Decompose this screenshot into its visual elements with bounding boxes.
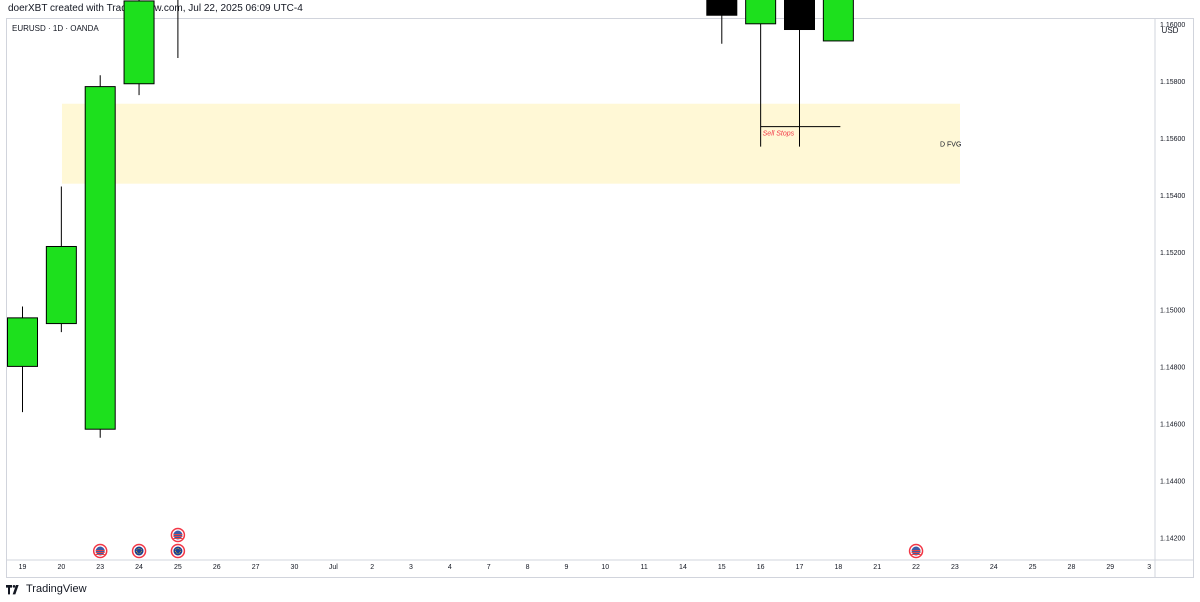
candle-body [123, 0, 155, 85]
price-tick-label: 1.14200 [1160, 536, 1185, 543]
tradingview-logo-icon [6, 585, 19, 595]
time-tick-label: 20 [57, 564, 65, 571]
chart-footer: TradingView [0, 580, 1200, 602]
time-tick-label: 25 [174, 564, 182, 571]
price-tick-label: 1.15600 [1160, 136, 1185, 143]
time-tick-label: 18 [834, 564, 842, 571]
sell-stops-label: Sell Stops [763, 131, 795, 138]
time-tick-label: 21 [873, 564, 881, 571]
price-tick-label: 1.15400 [1160, 193, 1185, 200]
time-tick-label: 23 [951, 564, 959, 571]
tradingview-brand[interactable]: TradingView [6, 583, 87, 595]
chart-header: doerXBT created with TradingView.com, Ju… [0, 0, 1200, 18]
currency-label: USD [1162, 26, 1179, 35]
time-tick-label: 24 [135, 564, 143, 571]
candle-body [45, 245, 77, 325]
time-tick-label: 17 [796, 564, 804, 571]
time-tick-label: 23 [96, 564, 104, 571]
us-flag-event-icon[interactable] [908, 543, 924, 559]
price-tick-label: 1.15800 [1160, 79, 1185, 86]
time-tick-label: 2 [370, 564, 374, 571]
fvg-zone [62, 103, 960, 184]
time-tick-label: 9 [564, 564, 568, 571]
time-tick-label: 4 [448, 564, 452, 571]
candlestick-chart[interactable]: D FVGBuy StopsSell StopsUSD1.184001.1820… [0, 0, 1200, 580]
time-tick-label: 25 [1029, 564, 1037, 571]
time-tick-label: Jul [329, 564, 338, 571]
chart-title: EURUSD · 1D · OANDA [12, 24, 99, 33]
price-tick-label: 1.14800 [1160, 364, 1185, 371]
candle-body [7, 317, 38, 367]
candle-body [706, 0, 738, 16]
time-tick-label: 15 [718, 564, 726, 571]
time-tick-label: 3 [1147, 564, 1151, 571]
time-tick-label: 30 [291, 564, 299, 571]
time-tick-label: 8 [526, 564, 530, 571]
time-tick-label: 19 [19, 564, 27, 571]
candle-body [84, 86, 116, 430]
time-tick-label: 22 [912, 564, 920, 571]
time-tick-label: 26 [213, 564, 221, 571]
time-tick-label: 28 [1068, 564, 1076, 571]
eu-flag-event-icon[interactable] [131, 543, 147, 559]
chart-frame[interactable] [6, 18, 1194, 578]
time-tick-label: 16 [757, 564, 765, 571]
fvg-label: D FVG [940, 142, 961, 149]
time-tick-label: 3 [409, 564, 413, 571]
price-tick-label: 1.15000 [1160, 307, 1185, 314]
candle-body [745, 0, 777, 25]
time-tick-label: 11 [640, 564, 647, 571]
time-tick-label: 14 [679, 564, 687, 571]
eu-flag-event-icon[interactable] [170, 543, 186, 559]
time-tick-label: 10 [601, 564, 609, 571]
candle-body [784, 0, 815, 31]
us-flag-event-icon[interactable] [92, 543, 108, 559]
candle-body [822, 0, 854, 42]
time-tick-label: 27 [252, 564, 260, 571]
us-flag-event-icon[interactable] [170, 527, 186, 543]
header-text: doerXBT created with TradingView.com, Ju… [8, 3, 303, 14]
time-tick-label: 24 [990, 564, 998, 571]
price-tick-label: 1.15200 [1160, 250, 1185, 257]
brand-label: TradingView [26, 583, 87, 595]
price-tick-label: 1.16000 [1160, 22, 1185, 29]
price-tick-label: 1.14600 [1160, 422, 1185, 429]
time-tick-label: 29 [1106, 564, 1114, 571]
time-tick-label: 7 [487, 564, 491, 571]
price-tick-label: 1.14400 [1160, 479, 1185, 486]
